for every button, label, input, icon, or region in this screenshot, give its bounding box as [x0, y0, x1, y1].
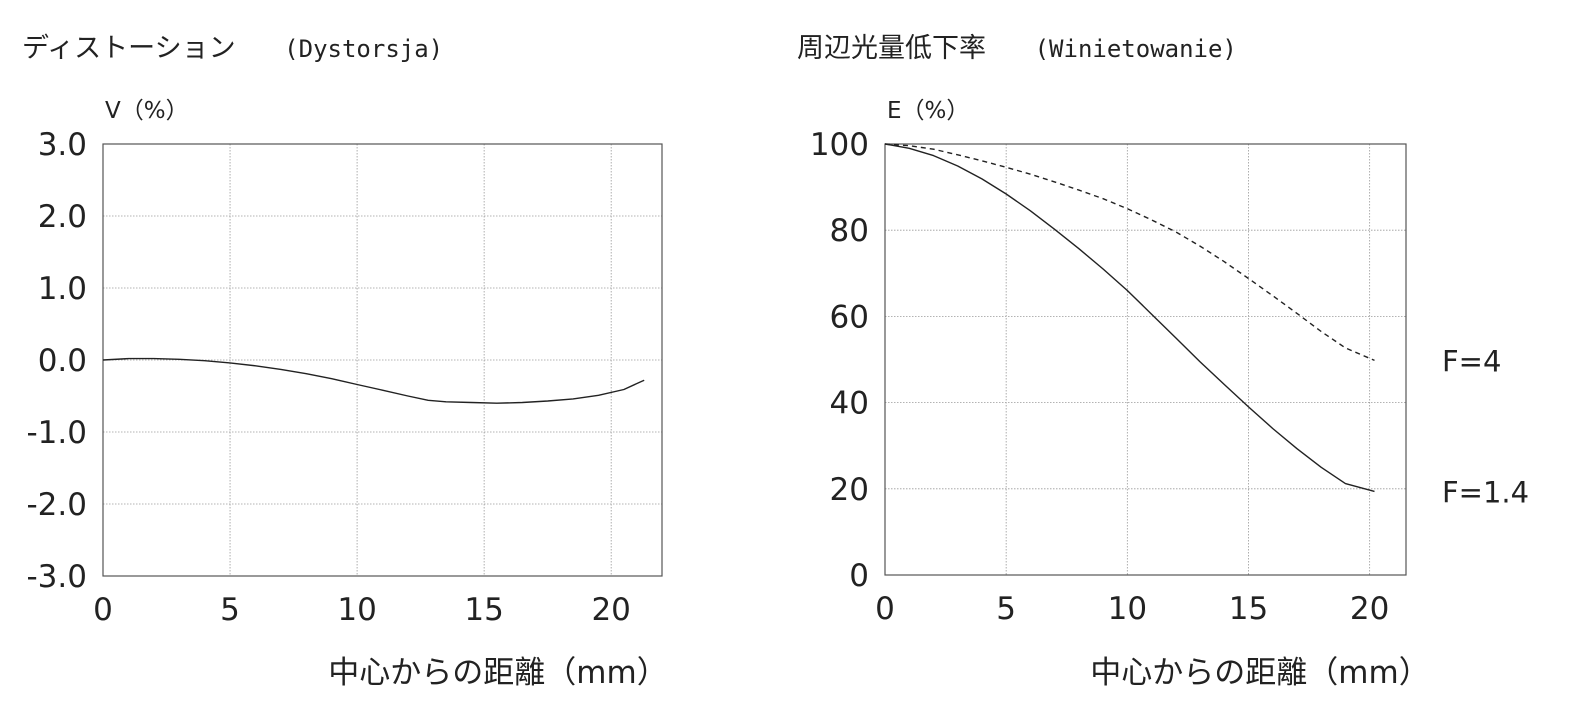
x-tick-label: 0 — [93, 592, 113, 628]
y-tick-label: 20 — [830, 472, 869, 508]
distortion-x-axis-label: 中心からの距離（mm） — [328, 655, 667, 691]
distortion-y-axis-label: V（%） — [105, 98, 189, 124]
distortion-title-en: (Dystorsja) — [284, 35, 444, 63]
vignetting-title-en: (Winietowanie) — [1034, 35, 1237, 63]
distortion-title: ディストーション (Dystorsja) — [22, 26, 443, 65]
vignetting-series — [884, 143, 1375, 493]
y-tick-label: 40 — [830, 386, 869, 422]
vignetting-x-ticks: 0 5 10 15 20 — [875, 591, 1389, 627]
y-tick-label: 0 — [849, 558, 869, 594]
series-line-f-4 — [884, 143, 1375, 362]
vignetting-plot-frame — [884, 143, 1407, 576]
y-tick-label: 2.0 — [38, 199, 87, 235]
distortion-chart: V（%） 3.0 2.0 1.0 0.0 -1.0 -2.0 -3.0 0 5 10 15 20 中… — [27, 98, 668, 691]
vignetting-y-ticks: 100 80 60 40 20 0 — [810, 127, 869, 594]
vignetting-y-axis-label: E（%） — [887, 98, 969, 124]
y-tick-label: 60 — [830, 299, 869, 335]
vignetting-series-labels: F=4 F=1.4 — [1442, 344, 1529, 509]
y-tick-label: -3.0 — [27, 559, 88, 595]
y-tick-label: -1.0 — [27, 415, 88, 451]
series-label: F=1.4 — [1442, 475, 1529, 509]
series-line-f-1-4 — [884, 143, 1375, 493]
vignetting-grid — [885, 144, 1406, 575]
series-label: F=4 — [1442, 344, 1501, 378]
y-tick-label: -2.0 — [27, 487, 88, 523]
x-tick-label: 15 — [464, 592, 503, 628]
vignetting-x-axis-label: 中心からの距離（mm） — [1090, 655, 1429, 691]
series-line-distortion — [102, 357, 645, 404]
distortion-series — [102, 357, 645, 404]
distortion-x-ticks: 0 5 10 15 20 — [93, 592, 631, 628]
distortion-title-jp: ディストーション — [22, 33, 236, 64]
x-tick-label: 0 — [875, 591, 895, 627]
vignetting-title: 周辺光量低下率 (Winietowanie) — [797, 26, 1237, 65]
vignetting-chart: E（%） 100 80 60 40 20 0 0 5 10 15 20 中心からの距離（mm） F… — [810, 98, 1529, 691]
x-tick-label: 20 — [591, 592, 630, 628]
y-tick-label: 1.0 — [38, 271, 87, 307]
y-tick-label: 3.0 — [38, 127, 87, 163]
x-tick-label: 10 — [1108, 591, 1147, 627]
x-tick-label: 10 — [337, 592, 376, 628]
x-tick-label: 5 — [996, 591, 1016, 627]
vignetting-title-jp: 周辺光量低下率 — [797, 33, 986, 64]
distortion-y-ticks: 3.0 2.0 1.0 0.0 -1.0 -2.0 -3.0 — [27, 127, 88, 595]
x-tick-label: 15 — [1229, 591, 1268, 627]
y-tick-label: 0.0 — [38, 343, 87, 379]
y-tick-label: 100 — [810, 127, 869, 163]
y-tick-label: 80 — [830, 213, 869, 249]
x-tick-label: 20 — [1350, 591, 1389, 627]
x-tick-label: 5 — [220, 592, 240, 628]
distortion-grid — [103, 144, 662, 576]
